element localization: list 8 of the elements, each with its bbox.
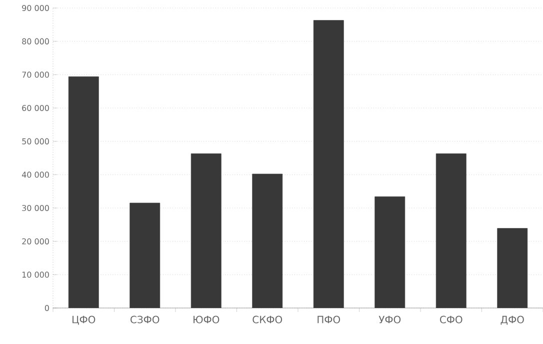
x-tick-label: СКФО [252,316,282,324]
x-tick-label: ДФО [500,316,524,325]
x-tick-label: УФО [378,316,401,324]
x-tick-label: СЗФО [130,316,160,324]
x-tick-label: ЦФО [72,316,96,325]
x-tick-label: ЮФО [194,316,220,324]
x-tick-label: СФО [440,316,462,324]
x-tick-label: ПФО [318,316,340,324]
